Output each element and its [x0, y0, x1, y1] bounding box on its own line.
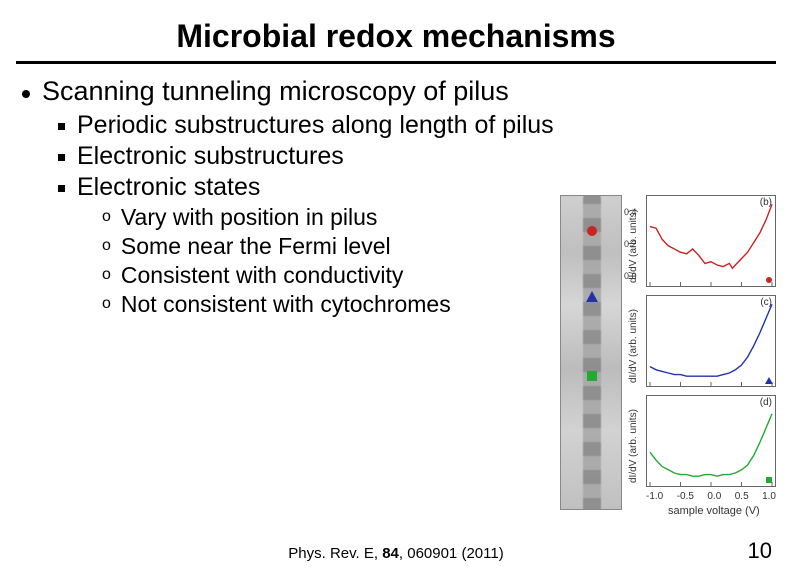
bullet-level2-text: Periodic substructures along length of p… [77, 111, 554, 140]
xtick: 0.0 [707, 491, 721, 502]
xlabel: sample voltage (V) [668, 505, 760, 517]
ylabel-d: dI/dV (arb. units) [628, 409, 639, 483]
stm-marker-triangle [586, 291, 598, 302]
xtick: -1.0 [646, 491, 663, 502]
slide-title: Microbial redox mechanisms [10, 18, 782, 55]
pilus-fiber [583, 195, 601, 510]
plot-panel-b: (b) 0.0 0.2 0.4 [646, 195, 776, 287]
page-number: 10 [748, 538, 772, 564]
bullet-circle-icon: o [102, 208, 111, 226]
bullet-square-icon [58, 185, 65, 192]
xtick: -0.5 [677, 491, 694, 502]
bullet-level1: Scanning tunneling microscopy of pilus [16, 76, 782, 107]
citation-volume: 84 [382, 545, 399, 562]
bullet-circle-icon: o [102, 295, 111, 313]
ylabel-c: dI/dV (arb. units) [628, 309, 639, 383]
panel-marker-square [766, 477, 772, 483]
citation: Phys. Rev. E, 84, 060901 (2011) [288, 545, 503, 562]
citation-prefix: Phys. Rev. E, [288, 545, 382, 562]
panel-marker-triangle [765, 377, 773, 384]
footer: Phys. Rev. E, 84, 060901 (2011) [0, 545, 792, 562]
plot-svg-d [646, 395, 776, 487]
ytick: 0.4 [624, 207, 637, 217]
panel-label: (b) [760, 197, 772, 208]
bullet-dot-icon [22, 90, 30, 98]
plot-stack: dI/dV (arb. units) dI/dV (arb. units) dI… [626, 195, 782, 545]
figure: dI/dV (arb. units) dI/dV (arb. units) dI… [560, 195, 782, 545]
bullet-level2-text: Electronic substructures [77, 142, 344, 171]
stm-marker-square [587, 371, 597, 381]
ytick: 0.0 [624, 271, 637, 281]
bullet-square-icon [58, 154, 65, 161]
bullet-level3-text: Some near the Fermi level [121, 233, 391, 260]
bullet-circle-icon: o [102, 237, 111, 255]
stm-marker-circle [587, 226, 597, 236]
panel-label: (c) [760, 297, 772, 308]
bullet-level2-text: Electronic states [77, 173, 260, 202]
bullet-level1-text: Scanning tunneling microscopy of pilus [42, 76, 509, 107]
title-divider [16, 61, 776, 64]
bullet-level3-text: Consistent with conductivity [121, 262, 404, 289]
stm-image [560, 195, 622, 510]
plot-svg-c [646, 295, 776, 387]
bullet-level2: Periodic substructures along length of p… [58, 111, 782, 140]
xtick: 1.0 [762, 491, 776, 502]
citation-suffix: , 060901 (2011) [399, 545, 504, 562]
plot-panel-c: (c) [646, 295, 776, 387]
panel-marker-circle [766, 277, 772, 283]
slide: Microbial redox mechanisms Scanning tunn… [0, 0, 792, 576]
bullet-level2: Electronic substructures [58, 142, 782, 171]
bullet-level3-text: Vary with position in pilus [121, 204, 378, 231]
bullet-circle-icon: o [102, 266, 111, 284]
xtick-labels: -1.0 -0.5 0.0 0.5 1.0 [646, 491, 776, 502]
bullet-level3-text: Not consistent with cytochromes [121, 291, 451, 318]
bullet-square-icon [58, 123, 65, 130]
ytick: 0.2 [624, 239, 637, 249]
plot-svg-b [646, 195, 776, 287]
plot-panel-d: (d) [646, 395, 776, 487]
panel-label: (d) [760, 397, 772, 408]
xtick: 0.5 [735, 491, 749, 502]
